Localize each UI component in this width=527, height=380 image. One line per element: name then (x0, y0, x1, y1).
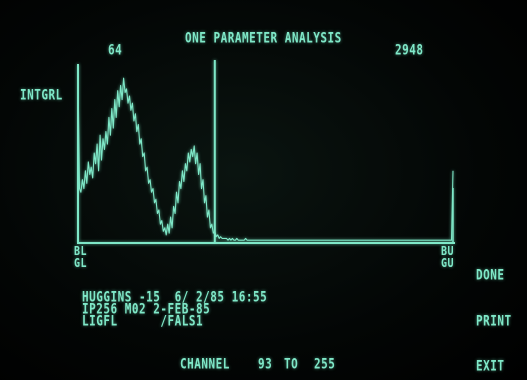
exit-button[interactable]: EXIT (476, 357, 505, 374)
axis-label-gu: GU (441, 256, 455, 271)
histogram-trace (77, 72, 454, 241)
axis-label-bl: BL (74, 244, 88, 259)
info-line-protocol: IP256 M02 2-FEB-85 (82, 300, 211, 317)
print-button[interactable]: PRINT (476, 312, 512, 329)
info-line-parameters: LIGFL /FALS1 (82, 312, 204, 329)
axis-label-bu: BU (441, 244, 455, 259)
channel-from-value: 93 (258, 355, 273, 372)
channel-to-value: 255 (314, 355, 336, 372)
axis-label-gl: GL (74, 256, 88, 271)
integral-mode-label: INTGRL (20, 86, 63, 103)
info-line-sample: HUGGINS -15 6/ 2/85 16:55 (82, 288, 268, 305)
left-cursor-value: 64 (108, 41, 123, 58)
channel-to-word: TO (284, 355, 299, 372)
done-button[interactable]: DONE (476, 266, 505, 283)
channel-label: CHANNEL (180, 355, 230, 372)
analysis-title: ONE PARAMETER ANALYSIS (185, 29, 342, 46)
right-cursor-value: 2948 (395, 41, 424, 58)
